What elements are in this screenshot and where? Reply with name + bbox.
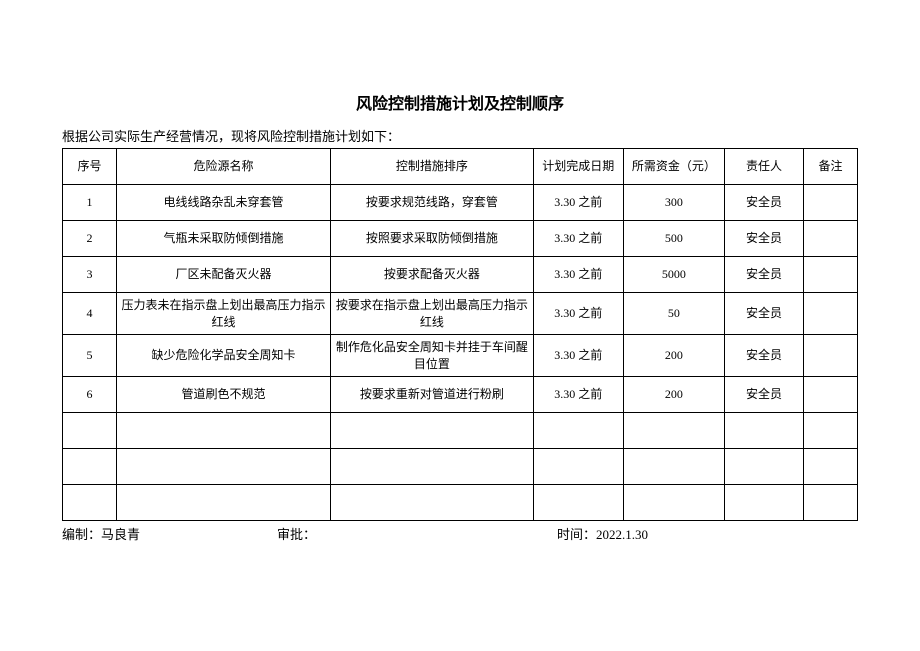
cell-note — [803, 257, 857, 293]
cell-empty — [725, 413, 804, 449]
col-header-fund: 所需资金（元） — [623, 149, 724, 185]
cell-empty — [623, 449, 724, 485]
cell-empty — [533, 485, 623, 521]
cell-person: 安全员 — [725, 185, 804, 221]
cell-empty — [803, 485, 857, 521]
col-header-hazard: 危险源名称 — [117, 149, 331, 185]
time-value: 2022.1.30 — [596, 527, 648, 542]
cell-empty — [533, 449, 623, 485]
col-header-date: 计划完成日期 — [533, 149, 623, 185]
cell-person: 安全员 — [725, 377, 804, 413]
cell-hazard: 气瓶未采取防倾倒措施 — [117, 221, 331, 257]
table-header-row: 序号 危险源名称 控制措施排序 计划完成日期 所需资金（元） 责任人 备注 — [63, 149, 858, 185]
approver-label: 审批： — [277, 527, 316, 542]
cell-note — [803, 185, 857, 221]
cell-empty — [623, 413, 724, 449]
cell-hazard: 缺少危险化学品安全周知卡 — [117, 335, 331, 377]
table-row: 1 电线线路杂乱未穿套管 按要求规范线路，穿套管 3.30 之前 300 安全员 — [63, 185, 858, 221]
col-header-person: 责任人 — [725, 149, 804, 185]
cell-fund: 300 — [623, 185, 724, 221]
cell-measure: 按要求重新对管道进行粉刷 — [330, 377, 533, 413]
cell-empty — [330, 449, 533, 485]
time-label: 时间： — [557, 527, 596, 542]
table-row: 3 厂区未配备灭火器 按要求配备灭火器 3.30 之前 5000 安全员 — [63, 257, 858, 293]
table-row-empty — [63, 485, 858, 521]
cell-hazard: 电线线路杂乱未穿套管 — [117, 185, 331, 221]
cell-measure: 按要求规范线路，穿套管 — [330, 185, 533, 221]
cell-empty — [63, 449, 117, 485]
cell-index: 2 — [63, 221, 117, 257]
cell-empty — [330, 485, 533, 521]
cell-date: 3.30 之前 — [533, 257, 623, 293]
cell-empty — [533, 413, 623, 449]
risk-control-table: 序号 危险源名称 控制措施排序 计划完成日期 所需资金（元） 责任人 备注 1 … — [62, 148, 858, 521]
cell-fund: 500 — [623, 221, 724, 257]
cell-fund: 200 — [623, 377, 724, 413]
cell-person: 安全员 — [725, 293, 804, 335]
cell-index: 3 — [63, 257, 117, 293]
footer-time: 时间：2022.1.30 — [557, 524, 858, 543]
table-row-empty — [63, 413, 858, 449]
cell-empty — [623, 485, 724, 521]
cell-index: 5 — [63, 335, 117, 377]
cell-empty — [117, 413, 331, 449]
cell-empty — [330, 413, 533, 449]
cell-index: 4 — [63, 293, 117, 335]
cell-person: 安全员 — [725, 221, 804, 257]
cell-empty — [725, 449, 804, 485]
col-header-index: 序号 — [63, 149, 117, 185]
cell-measure: 按要求配备灭火器 — [330, 257, 533, 293]
cell-note — [803, 221, 857, 257]
cell-date: 3.30 之前 — [533, 293, 623, 335]
table-row: 2 气瓶未采取防倾倒措施 按照要求采取防倾倒措施 3.30 之前 500 安全员 — [63, 221, 858, 257]
table-row: 5 缺少危险化学品安全周知卡 制作危化品安全周知卡并挂于车间醒目位置 3.30 … — [63, 335, 858, 377]
cell-empty — [63, 413, 117, 449]
cell-empty — [117, 485, 331, 521]
table-row-empty — [63, 449, 858, 485]
footer-approver: 审批： — [277, 524, 557, 543]
document-title: 风险控制措施计划及控制顺序 — [62, 90, 858, 114]
cell-empty — [803, 413, 857, 449]
cell-hazard: 管道刷色不规范 — [117, 377, 331, 413]
cell-date: 3.30 之前 — [533, 335, 623, 377]
cell-note — [803, 335, 857, 377]
cell-empty — [803, 449, 857, 485]
col-header-measure: 控制措施排序 — [330, 149, 533, 185]
table-row: 6 管道刷色不规范 按要求重新对管道进行粉刷 3.30 之前 200 安全员 — [63, 377, 858, 413]
cell-person: 安全员 — [725, 257, 804, 293]
cell-fund: 200 — [623, 335, 724, 377]
cell-index: 1 — [63, 185, 117, 221]
footer-compiler: 编制：马良青 — [62, 524, 277, 543]
compiler-label: 编制： — [62, 527, 101, 542]
intro-text: 根据公司实际生产经营情况，现将风险控制措施计划如下： — [62, 126, 858, 145]
footer-line: 编制：马良青 审批： 时间：2022.1.30 — [62, 524, 858, 543]
cell-date: 3.30 之前 — [533, 221, 623, 257]
cell-note — [803, 293, 857, 335]
cell-empty — [725, 485, 804, 521]
cell-empty — [117, 449, 331, 485]
cell-hazard: 压力表未在指示盘上划出最高压力指示红线 — [117, 293, 331, 335]
cell-person: 安全员 — [725, 335, 804, 377]
table-row: 4 压力表未在指示盘上划出最高压力指示红线 按要求在指示盘上划出最高压力指示红线… — [63, 293, 858, 335]
cell-hazard: 厂区未配备灭火器 — [117, 257, 331, 293]
cell-note — [803, 377, 857, 413]
cell-date: 3.30 之前 — [533, 377, 623, 413]
compiler-name: 马良青 — [101, 527, 140, 542]
cell-date: 3.30 之前 — [533, 185, 623, 221]
cell-measure: 按要求在指示盘上划出最高压力指示红线 — [330, 293, 533, 335]
cell-measure: 按照要求采取防倾倒措施 — [330, 221, 533, 257]
cell-index: 6 — [63, 377, 117, 413]
cell-empty — [63, 485, 117, 521]
cell-measure: 制作危化品安全周知卡并挂于车间醒目位置 — [330, 335, 533, 377]
col-header-note: 备注 — [803, 149, 857, 185]
cell-fund: 5000 — [623, 257, 724, 293]
cell-fund: 50 — [623, 293, 724, 335]
